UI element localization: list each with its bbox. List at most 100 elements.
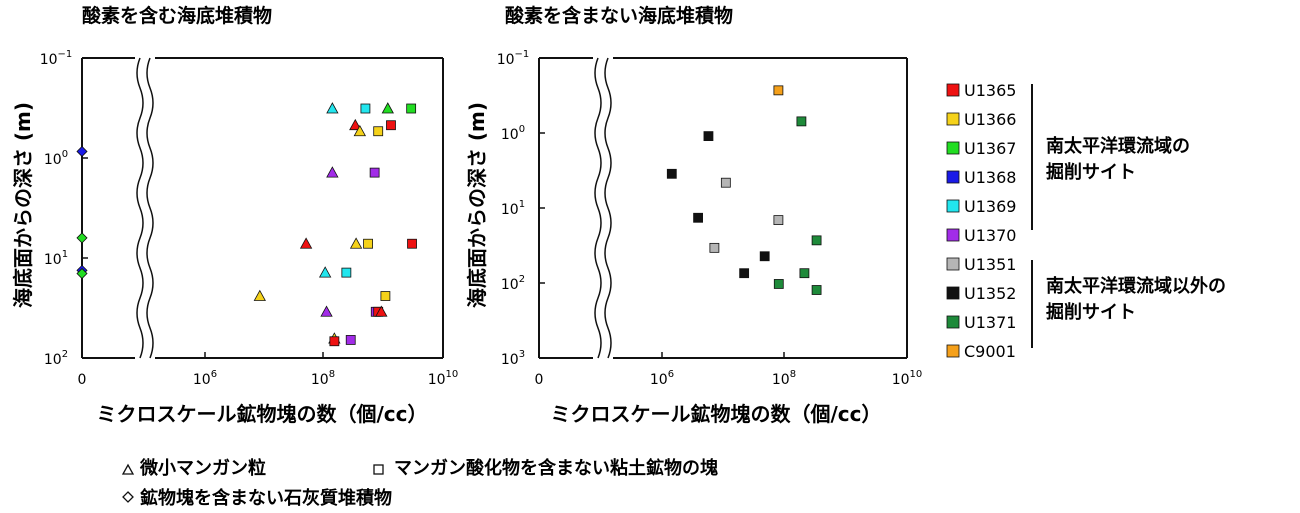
footer-triangle-label: 微小マンガン粒 — [139, 457, 266, 479]
legend-swatch-u1352 — [946, 286, 960, 300]
data-point-u1366-square — [380, 291, 391, 301]
data-point-u1365-triangle — [299, 237, 313, 249]
data-point-u1370-square — [369, 167, 380, 178]
left-axis-ticks: 0 106 108 1010 10−1 100 101 102 — [40, 49, 459, 388]
right-axis-ticks: 0 106 108 1010 10−1 100 101 102 103 — [497, 49, 923, 388]
data-point-u1366-triangle — [349, 237, 363, 249]
left-y-tick-label: 10−1 — [40, 49, 73, 68]
data-point-u1365-square — [407, 238, 417, 249]
data-point-u1369-square — [360, 103, 371, 114]
left-y-tick-label: 100 — [44, 149, 68, 168]
legend-group2-line2: 掘削サイト — [1046, 301, 1136, 323]
legend-swatch-u1369 — [946, 199, 960, 213]
data-point-u1351-square — [773, 215, 784, 226]
data-point-u1371-square — [799, 268, 810, 279]
right-x-tick-label: 106 — [650, 369, 674, 388]
footer-square-icon — [373, 464, 384, 475]
data-point-u1369-square — [341, 267, 352, 278]
legend-swatch-u1367 — [946, 141, 960, 155]
data-point-u1371-square — [811, 285, 822, 295]
legend-swatch-u1351 — [946, 257, 960, 271]
legend-label-u1369: U1369 — [964, 197, 1016, 216]
right-chart-title: 酸素を含まない海底堆積物 — [505, 4, 733, 27]
data-point-u1351-square — [720, 177, 731, 188]
legend-label-u1371: U1371 — [964, 313, 1016, 332]
left-x-tick-label: 108 — [311, 369, 335, 388]
left-y-tick-label: 101 — [44, 249, 68, 268]
legend-swatch-u1371 — [946, 315, 960, 329]
footer-diamond-icon — [122, 491, 134, 503]
left-x-axis-label: ミクロスケール鉱物塊の数（個/cc） — [96, 402, 427, 426]
right-y-axis-label: 海底面からの深さ (m) — [465, 102, 489, 308]
legend-group1-line2: 掘削サイト — [1046, 161, 1136, 183]
data-point-u1367-square — [406, 103, 417, 114]
legend-swatch-u1370 — [946, 228, 960, 242]
right-plot-frame — [538, 57, 908, 359]
data-point-u1371-square — [796, 116, 807, 127]
data-point-u1369-triangle — [318, 266, 332, 278]
data-point-u1352-square — [759, 251, 770, 262]
data-point-u1352-square — [739, 268, 750, 279]
data-point-u1366-triangle — [253, 289, 266, 301]
legend-swatch-u1368 — [946, 170, 960, 184]
data-point-u1370-square — [345, 335, 356, 345]
data-point-u1367-triangle — [381, 102, 394, 114]
data-point-u1371-square — [773, 279, 784, 289]
data-point-u1366-triangle — [353, 124, 367, 137]
legend-label-u1370: U1370 — [964, 226, 1016, 245]
right-y-tick-label: 10−1 — [497, 49, 530, 68]
right-x-tick-label: 0 — [535, 372, 544, 388]
legend-swatch-u1366 — [946, 112, 960, 126]
data-point-u1365-square — [329, 336, 340, 347]
data-point-u1365-triangle — [375, 305, 388, 317]
right-y-tick-label: 101 — [501, 199, 525, 218]
legend-label-u1366: U1366 — [964, 110, 1016, 129]
footer-diamond-label: 鉱物塊を含まない石灰質堆積物 — [140, 487, 392, 509]
legend-label-u1367: U1367 — [964, 139, 1016, 158]
data-point-u1367-diamond — [76, 267, 88, 280]
right-x-tick-label: 108 — [772, 369, 796, 388]
data-point-c9001-square — [773, 85, 784, 96]
data-point-u1352-square — [703, 131, 714, 142]
legend-group1-line1: 南太平洋環流域の — [1046, 135, 1190, 157]
data-point-u1352-square — [666, 168, 677, 179]
left-y-tick-label: 102 — [44, 349, 68, 368]
data-point-u1365-square — [386, 120, 396, 131]
data-point-u1370-triangle — [320, 305, 333, 317]
legend-swatch-c9001 — [946, 344, 960, 358]
data-point-u1369-triangle — [326, 102, 339, 114]
data-point-u1365-triangle — [349, 118, 362, 131]
left-x-tick-label: 106 — [193, 369, 217, 388]
right-x-tick-label: 1010 — [892, 369, 923, 388]
data-point-u1368-diamond — [76, 145, 88, 158]
data-point-u1371-square — [811, 235, 822, 246]
data-point-u1367-diamond — [76, 232, 88, 244]
legend-label-u1351: U1351 — [964, 255, 1016, 274]
legend-label-u1352: U1352 — [964, 284, 1016, 303]
right-x-axis-label: ミクロスケール鉱物塊の数（個/cc） — [550, 402, 881, 426]
legend: U1365 U1366 U1367 U1368 U1369 U1370 U1351 U1352… — [946, 81, 1016, 361]
legend-swatch-u1365 — [946, 83, 960, 97]
left-x-tick-label: 1010 — [428, 369, 459, 388]
legend-label-c9001: C9001 — [964, 342, 1016, 361]
left-x-tick-label: 0 — [78, 372, 87, 388]
legend-label-u1368: U1368 — [964, 168, 1016, 187]
legend-label-u1365: U1365 — [964, 81, 1016, 100]
left-chart-title: 酸素を含む海底堆積物 — [82, 4, 272, 27]
right-y-tick-label: 103 — [501, 349, 525, 368]
left-data-points — [76, 102, 417, 347]
left-y-axis-label: 海底面からの深さ (m) — [11, 102, 35, 308]
left-plot-frame — [81, 57, 444, 359]
legend-group2-line1: 南太平洋環流域以外の — [1046, 275, 1226, 297]
data-point-u1351-square — [709, 242, 720, 253]
data-point-u1370-triangle — [326, 166, 339, 178]
right-y-tick-label: 100 — [501, 124, 525, 143]
data-point-u1352-square — [693, 212, 703, 223]
right-data-points — [666, 85, 822, 295]
data-point-u1366-square — [363, 238, 373, 249]
right-y-tick-label: 102 — [501, 274, 525, 293]
data-point-u1366-square — [373, 126, 384, 137]
footer-square-label: マンガン酸化物を含まない粘土鉱物の塊 — [394, 457, 718, 479]
footer-triangle-icon — [121, 463, 135, 475]
